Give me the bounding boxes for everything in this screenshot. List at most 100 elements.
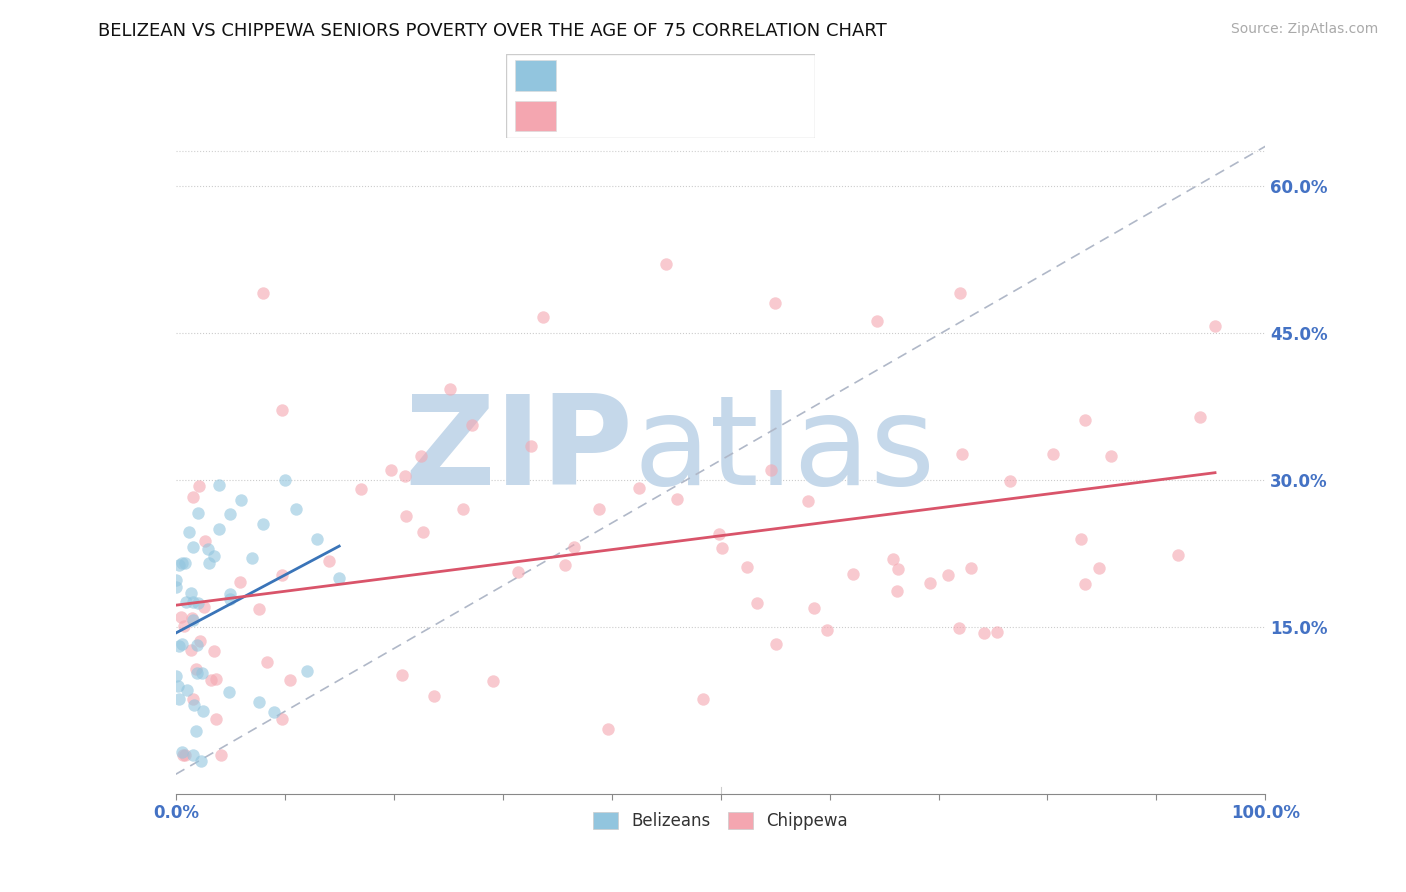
- Point: [765, 637, 787, 651]
- Point: [588, 502, 610, 516]
- Point: [759, 462, 782, 476]
- Point: [960, 561, 983, 575]
- Point: [411, 449, 433, 463]
- Point: [949, 286, 972, 301]
- Point: [270, 712, 292, 726]
- Text: Source: ZipAtlas.com: Source: ZipAtlas.com: [1230, 22, 1378, 37]
- Point: [278, 673, 301, 688]
- Point: [973, 626, 995, 640]
- Point: [209, 747, 232, 762]
- Point: [169, 691, 191, 706]
- Point: [747, 597, 769, 611]
- Point: [218, 685, 240, 699]
- Point: [240, 551, 263, 566]
- Point: [986, 625, 1008, 640]
- Point: [190, 754, 212, 768]
- Point: [176, 683, 198, 698]
- Point: [918, 576, 941, 591]
- Point: [202, 644, 225, 658]
- Point: [205, 712, 228, 726]
- Point: [167, 640, 190, 654]
- Point: [170, 610, 193, 624]
- Point: [263, 705, 285, 719]
- Point: [936, 568, 959, 582]
- Point: [1101, 449, 1123, 463]
- Point: [191, 705, 214, 719]
- Point: [170, 556, 193, 570]
- Point: [627, 481, 650, 495]
- Text: R = 0.205  N = 47: R = 0.205 N = 47: [568, 67, 733, 85]
- Point: [886, 583, 908, 598]
- Point: [252, 286, 274, 301]
- Point: [172, 747, 194, 762]
- Point: [194, 533, 217, 548]
- Point: [174, 595, 197, 609]
- Point: [998, 474, 1021, 488]
- Point: [665, 491, 688, 506]
- Point: [948, 621, 970, 635]
- Point: [229, 574, 252, 589]
- Point: [252, 517, 274, 532]
- Point: [1204, 319, 1226, 334]
- Point: [165, 580, 187, 594]
- Legend: Belizeans, Chippewa: Belizeans, Chippewa: [586, 805, 855, 837]
- Point: [249, 696, 271, 710]
- Point: [256, 655, 278, 669]
- Point: [208, 477, 231, 491]
- Point: [797, 493, 820, 508]
- Point: [1074, 413, 1097, 427]
- Point: [391, 668, 413, 682]
- Point: [531, 310, 554, 324]
- Point: [172, 745, 194, 759]
- Point: [482, 674, 505, 689]
- Point: [295, 665, 318, 679]
- Text: ZIP: ZIP: [405, 390, 633, 511]
- Point: [184, 662, 207, 676]
- Point: [318, 553, 340, 567]
- Point: [181, 692, 204, 706]
- Point: [596, 722, 619, 736]
- Point: [350, 482, 373, 496]
- Point: [882, 551, 904, 566]
- Point: [197, 541, 219, 556]
- Point: [735, 559, 758, 574]
- Point: [186, 665, 208, 680]
- Point: [274, 473, 297, 487]
- Point: [180, 585, 202, 599]
- Point: [205, 672, 228, 686]
- Point: [423, 689, 446, 703]
- Point: [439, 382, 461, 396]
- Point: [271, 402, 294, 417]
- Point: [763, 296, 786, 310]
- Point: [394, 469, 416, 483]
- Point: [181, 595, 204, 609]
- Point: [173, 619, 195, 633]
- Point: [562, 540, 585, 554]
- Point: [328, 571, 350, 585]
- Point: [887, 562, 910, 576]
- Point: [520, 439, 543, 453]
- Point: [202, 549, 225, 563]
- Point: [554, 558, 576, 573]
- Text: BELIZEAN VS CHIPPEWA SENIORS POVERTY OVER THE AGE OF 75 CORRELATION CHART: BELIZEAN VS CHIPPEWA SENIORS POVERTY OVE…: [98, 22, 887, 40]
- Point: [181, 748, 204, 763]
- Point: [181, 491, 204, 505]
- Text: R =  0.311  N = 83: R = 0.311 N = 83: [568, 107, 738, 125]
- FancyBboxPatch shape: [516, 61, 555, 91]
- Point: [219, 592, 242, 607]
- Point: [186, 723, 208, 738]
- Point: [1189, 409, 1212, 424]
- Point: [173, 747, 195, 762]
- Point: [200, 673, 222, 687]
- Point: [187, 506, 209, 520]
- Point: [1073, 577, 1095, 591]
- Point: [271, 568, 294, 582]
- Point: [167, 558, 190, 573]
- Point: [815, 623, 838, 637]
- Point: [380, 463, 402, 477]
- Point: [395, 509, 418, 524]
- Point: [180, 642, 202, 657]
- Point: [170, 637, 193, 651]
- Point: [1070, 532, 1092, 546]
- Point: [865, 314, 887, 328]
